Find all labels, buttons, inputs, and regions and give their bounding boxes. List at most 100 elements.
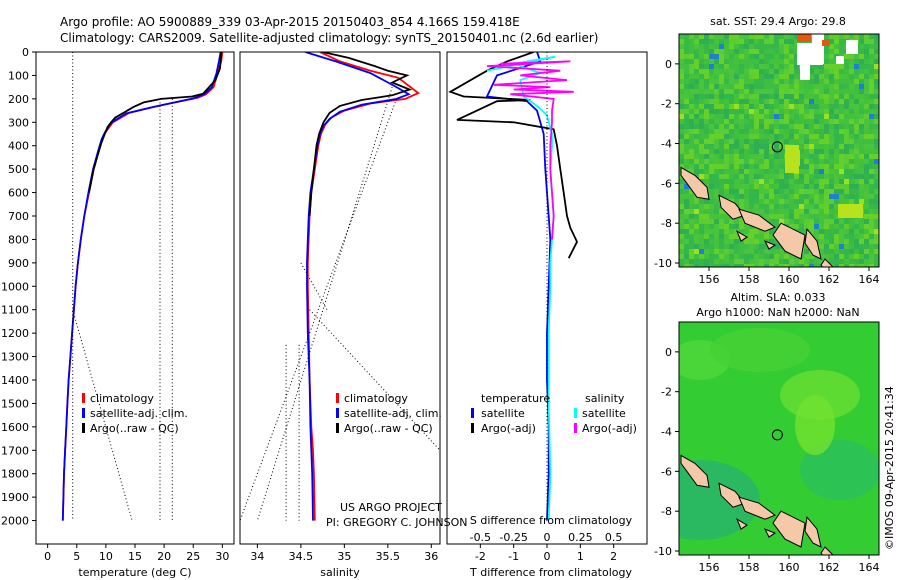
sst-cell xyxy=(844,229,849,234)
sst-cell xyxy=(679,259,684,264)
sst-cell xyxy=(729,79,734,84)
x-tick-label: 36 xyxy=(424,550,438,563)
sst-cell xyxy=(699,79,704,84)
sst-cell xyxy=(869,244,874,249)
x-tick-label: 5 xyxy=(73,550,80,563)
sst-cell xyxy=(844,159,849,164)
sst-cell xyxy=(844,69,849,74)
sst-cell xyxy=(814,94,819,99)
sst-cell xyxy=(694,74,699,79)
cloud-gap xyxy=(812,34,824,64)
sst-cell xyxy=(814,109,819,114)
sst-cell xyxy=(739,149,744,154)
sst-cell xyxy=(804,104,809,109)
sst-cell xyxy=(699,159,704,164)
sst-cell xyxy=(729,59,734,64)
sst-cell xyxy=(789,44,794,49)
sst-cell xyxy=(749,124,754,129)
sst-cell xyxy=(709,169,714,174)
sst-cell xyxy=(679,219,684,224)
sst-cell xyxy=(864,84,869,89)
sst-cell xyxy=(834,254,839,259)
sst-cell xyxy=(764,99,769,104)
sst-cell xyxy=(724,249,729,254)
sst-cell xyxy=(804,84,809,89)
sst-cell xyxy=(864,244,869,249)
sst-cell xyxy=(774,239,779,244)
salinity-x-ticks: 34 34.5 35 35.5 36 xyxy=(250,544,438,563)
sst-cell xyxy=(679,189,684,194)
sst-cell xyxy=(869,109,874,114)
sst-cell xyxy=(684,209,689,214)
sst-cell xyxy=(819,224,824,229)
sst-cell xyxy=(759,114,764,119)
sst-cell xyxy=(874,149,879,154)
sst-cell xyxy=(859,184,864,189)
sst-cell xyxy=(794,114,799,119)
sst-cell xyxy=(739,144,744,149)
sst-cell xyxy=(749,174,754,179)
sst-cell xyxy=(719,79,724,84)
sst-cell xyxy=(859,199,864,204)
sst-cell xyxy=(724,39,729,44)
sst-cell xyxy=(764,59,769,64)
sst-cell xyxy=(729,109,734,114)
sst-cell xyxy=(774,124,779,129)
sst-cell xyxy=(764,199,769,204)
sst-cell xyxy=(694,64,699,69)
sst-cell xyxy=(814,139,819,144)
sst-cell xyxy=(734,84,739,89)
sst-cell xyxy=(829,54,834,59)
sst-cell xyxy=(839,199,844,204)
sst-cell xyxy=(799,219,804,224)
sst-cell xyxy=(819,214,824,219)
sst-cell xyxy=(734,104,739,109)
sst-cell xyxy=(774,169,779,174)
sst-cell xyxy=(749,234,754,239)
sst-cell xyxy=(774,264,779,267)
sst-cell xyxy=(739,194,744,199)
sst-cell xyxy=(734,79,739,84)
sst-cell xyxy=(874,214,879,219)
sst-cell xyxy=(759,194,764,199)
sst-cell xyxy=(754,244,759,249)
sst-cell xyxy=(834,209,839,214)
sst-cell xyxy=(864,69,869,74)
sst-cell xyxy=(814,214,819,219)
sst-cell xyxy=(849,74,854,79)
sst-cell xyxy=(849,89,854,94)
sst-cell xyxy=(794,59,799,64)
sst-cell xyxy=(739,89,744,94)
sst-cell xyxy=(784,184,789,189)
sst-cell xyxy=(814,134,819,139)
sst-cell xyxy=(869,234,874,239)
sst-cell xyxy=(769,144,774,149)
sst-cell xyxy=(709,199,714,204)
sst-cell xyxy=(864,39,869,44)
sst-cell xyxy=(699,109,704,114)
sst-cell xyxy=(799,209,804,214)
sst-cell xyxy=(824,154,829,159)
sst-cell xyxy=(709,114,714,119)
sst-cell xyxy=(729,124,734,129)
sst-cell xyxy=(689,224,694,229)
sst-cell xyxy=(724,189,729,194)
sst-cell xyxy=(694,264,699,267)
sst-cell xyxy=(874,104,879,109)
sst-cell xyxy=(699,94,704,99)
sst-cell xyxy=(749,59,754,64)
sst-cell xyxy=(749,139,754,144)
sst-cell xyxy=(684,239,689,244)
sst-cell xyxy=(749,84,754,89)
sst-cell xyxy=(699,54,704,59)
sst-cell xyxy=(854,89,859,94)
sst-cell xyxy=(809,229,814,234)
sst-cell xyxy=(779,214,784,219)
island-shape xyxy=(763,528,777,538)
sst-cell xyxy=(684,59,689,64)
sst-cell xyxy=(709,229,714,234)
sst-cell xyxy=(859,34,864,39)
sst-cell xyxy=(814,199,819,204)
sst-cell xyxy=(859,129,864,134)
x-tick-label: 34.5 xyxy=(289,550,314,563)
